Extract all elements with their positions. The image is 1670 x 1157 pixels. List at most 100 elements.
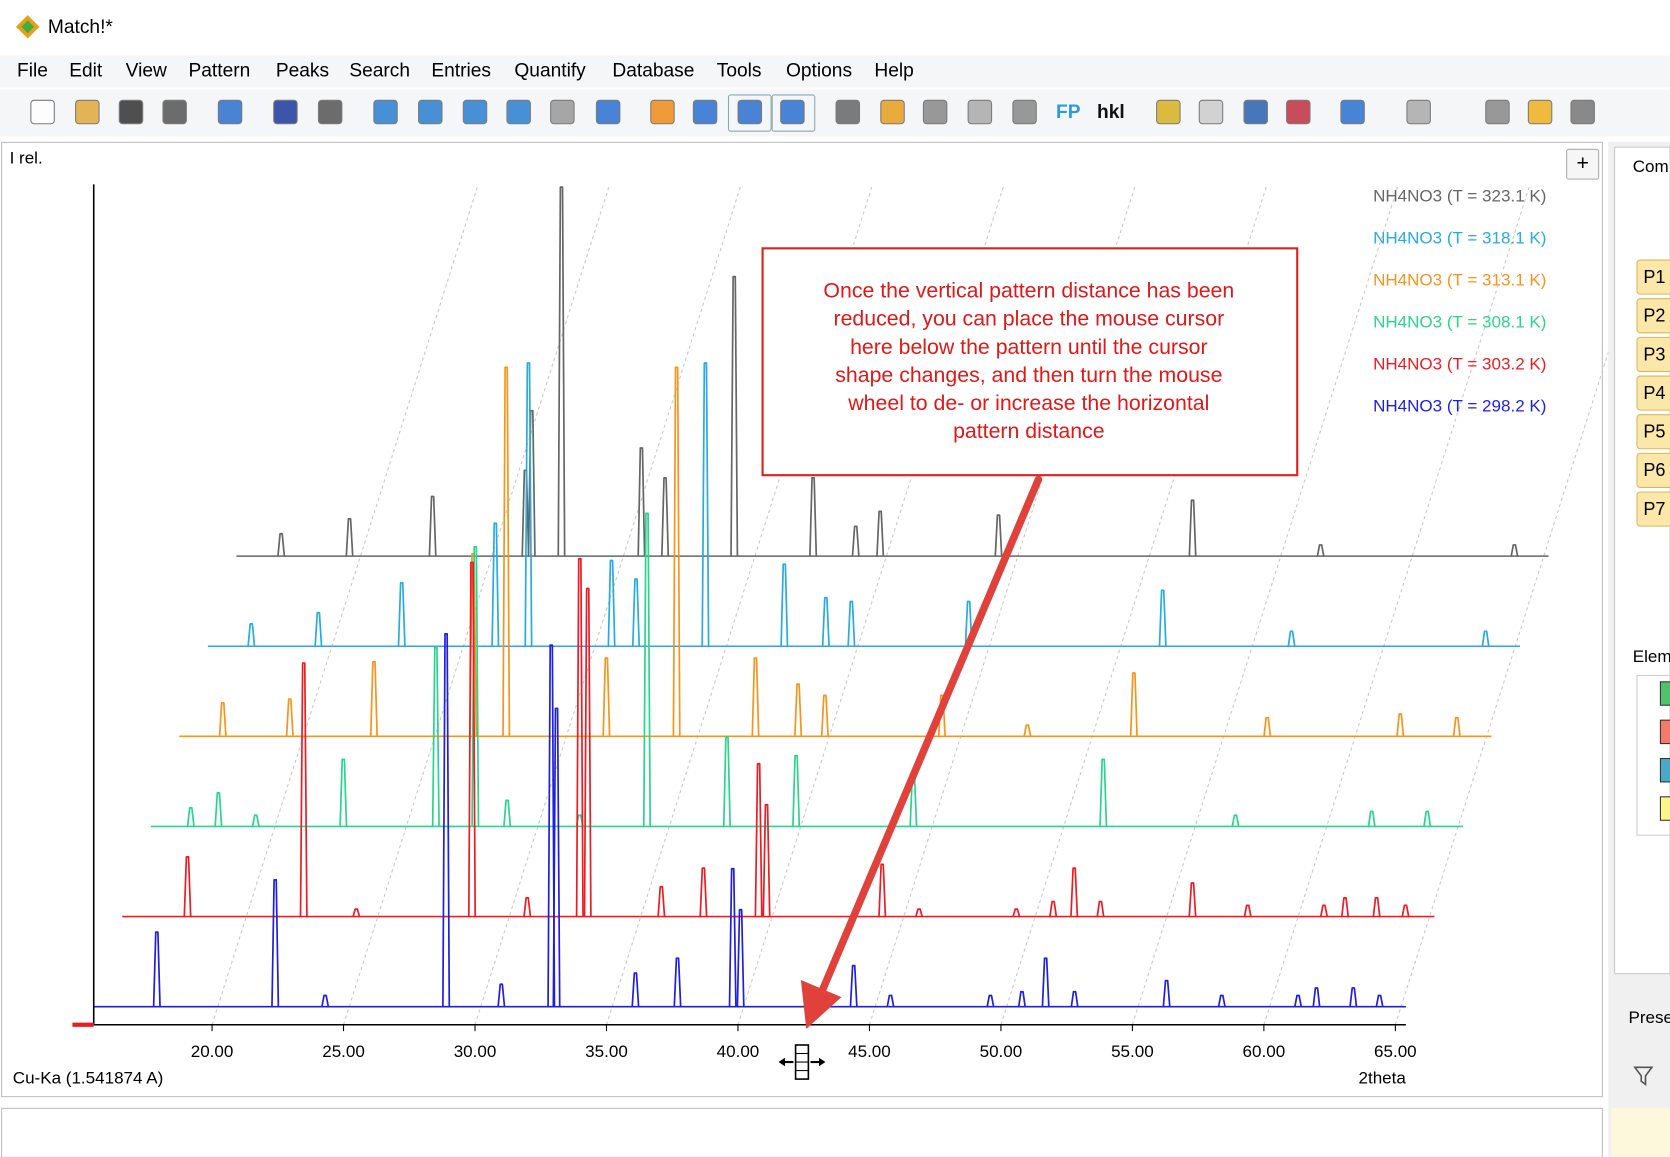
menu-item[interactable]: File [17, 61, 48, 82]
peak [754, 762, 763, 917]
peak [631, 578, 641, 647]
toolbar-button[interactable] [650, 99, 675, 125]
peak [1319, 904, 1328, 917]
toolbar-button[interactable] [1156, 99, 1181, 125]
toolbar-button[interactable] [835, 99, 861, 125]
legend-entry[interactable]: NH4NO3 (T = 318.1 K) [1373, 229, 1546, 248]
phase-label[interactable]: P7 [1643, 499, 1665, 519]
toolbar-button[interactable] [1340, 99, 1365, 125]
toolbar-button[interactable] [317, 99, 343, 125]
toolbar-button[interactable] [506, 99, 531, 125]
toolbar-button[interactable] [692, 99, 718, 125]
toolbar-hkl[interactable]: hkl [1097, 102, 1125, 123]
toolbar-button[interactable] [1527, 99, 1553, 125]
toolbar-button[interactable] [162, 99, 187, 125]
toolbar-toggle[interactable] [771, 94, 816, 132]
peak [1367, 810, 1376, 827]
phase-button[interactable] [1636, 491, 1670, 527]
peak [1096, 900, 1105, 917]
toolbar-button[interactable] [780, 99, 805, 125]
peak [497, 983, 506, 1007]
peak [552, 707, 561, 1007]
menu-item[interactable]: Pattern [189, 61, 251, 82]
x-tick-label: 30.00 [454, 1042, 497, 1061]
peak [339, 758, 348, 827]
side-heading: Com [1633, 157, 1669, 176]
phase-button[interactable] [1636, 375, 1670, 411]
toolbar-button[interactable] [1012, 99, 1037, 125]
x-tick-label: 40.00 [717, 1042, 760, 1061]
menu-item[interactable]: View [126, 61, 167, 82]
toolbar-button[interactable] [1198, 99, 1224, 125]
zoom-button[interactable]: + [1576, 151, 1588, 175]
toolbar-fp[interactable]: FP [1056, 102, 1081, 123]
toolbar-button[interactable] [550, 99, 575, 125]
resize-cursor [778, 1044, 826, 1080]
phase-label[interactable]: P2 [1643, 306, 1665, 326]
toolbar-button[interactable] [967, 99, 993, 125]
phase-button[interactable] [1636, 414, 1670, 450]
toolbar-button[interactable] [880, 99, 905, 125]
toolbar-button[interactable] [1570, 99, 1595, 125]
menu-item[interactable]: Entries [431, 61, 491, 82]
peak [607, 559, 616, 647]
peak [1188, 499, 1197, 557]
toolbar-button[interactable] [1406, 99, 1431, 125]
peak [183, 856, 192, 917]
toolbar-toggle[interactable] [727, 94, 772, 132]
toolbar-button[interactable] [462, 99, 488, 125]
peak [1316, 544, 1325, 557]
legend-entry[interactable]: NH4NO3 (T = 323.1 K) [1373, 187, 1546, 206]
toolbar-button[interactable] [737, 99, 763, 125]
toolbar-button[interactable] [30, 99, 55, 125]
menu-item[interactable]: Database [612, 61, 694, 82]
menu-item[interactable]: Search [349, 61, 410, 82]
legend-entry[interactable]: NH4NO3 (T = 313.1 K) [1373, 271, 1546, 290]
peak [794, 683, 803, 737]
peak [631, 972, 640, 1007]
menu-item[interactable]: Peaks [276, 61, 329, 82]
legend-entry[interactable]: NH4NO3 (T = 298.2 K) [1373, 397, 1546, 416]
phase-button[interactable] [1636, 298, 1670, 334]
legend-entry[interactable]: NH4NO3 (T = 308.1 K) [1373, 313, 1546, 332]
x-tick-label: 20.00 [191, 1042, 234, 1061]
phase-label[interactable]: P3 [1643, 344, 1665, 364]
phase-button[interactable] [1636, 452, 1670, 488]
toolbar-button[interactable] [1243, 99, 1268, 125]
menu-item[interactable]: Edit [69, 61, 103, 82]
toolbar-button[interactable] [595, 99, 621, 125]
menu-item[interactable]: Options [786, 61, 852, 82]
toolbar-button[interactable] [373, 99, 398, 125]
menu-item[interactable]: Tools [717, 61, 762, 82]
toolbar-button[interactable] [217, 99, 243, 125]
peak [701, 362, 710, 647]
annotation: Once the vertical pattern distance has b… [823, 279, 1234, 444]
phase-button[interactable] [1636, 259, 1670, 295]
toolbar-button[interactable] [1485, 99, 1510, 125]
peak [986, 994, 995, 1007]
menu-item[interactable]: Quantify [514, 61, 586, 82]
toolbar-button[interactable] [922, 99, 948, 125]
menu-item[interactable]: Help [874, 61, 913, 82]
peak [751, 657, 760, 737]
phase-label[interactable]: P6 [1643, 460, 1665, 480]
toolbar-button[interactable] [418, 99, 443, 125]
x-tick-label: 65.00 [1374, 1042, 1417, 1061]
phase-label[interactable]: P4 [1643, 383, 1665, 403]
toolbar-button[interactable] [118, 99, 144, 125]
phase-button[interactable] [1636, 336, 1670, 372]
peak [1188, 882, 1197, 917]
phase-label[interactable]: P1 [1643, 267, 1665, 287]
toolbar-button[interactable] [273, 99, 298, 125]
phase-label[interactable]: P5 [1643, 422, 1665, 442]
filter-icon[interactable] [1633, 1066, 1654, 1086]
toolbar-button[interactable] [1286, 99, 1311, 125]
toolbar-button[interactable] [75, 99, 100, 125]
legend-entry[interactable]: NH4NO3 (T = 303.2 K) [1373, 355, 1546, 374]
zoom-button-box[interactable] [1566, 148, 1600, 180]
peak [673, 957, 682, 1007]
annotation-line: wheel to de- or increase the horizontal [847, 391, 1209, 415]
annotation-box [761, 247, 1299, 477]
annotation-arrow [818, 475, 1043, 995]
